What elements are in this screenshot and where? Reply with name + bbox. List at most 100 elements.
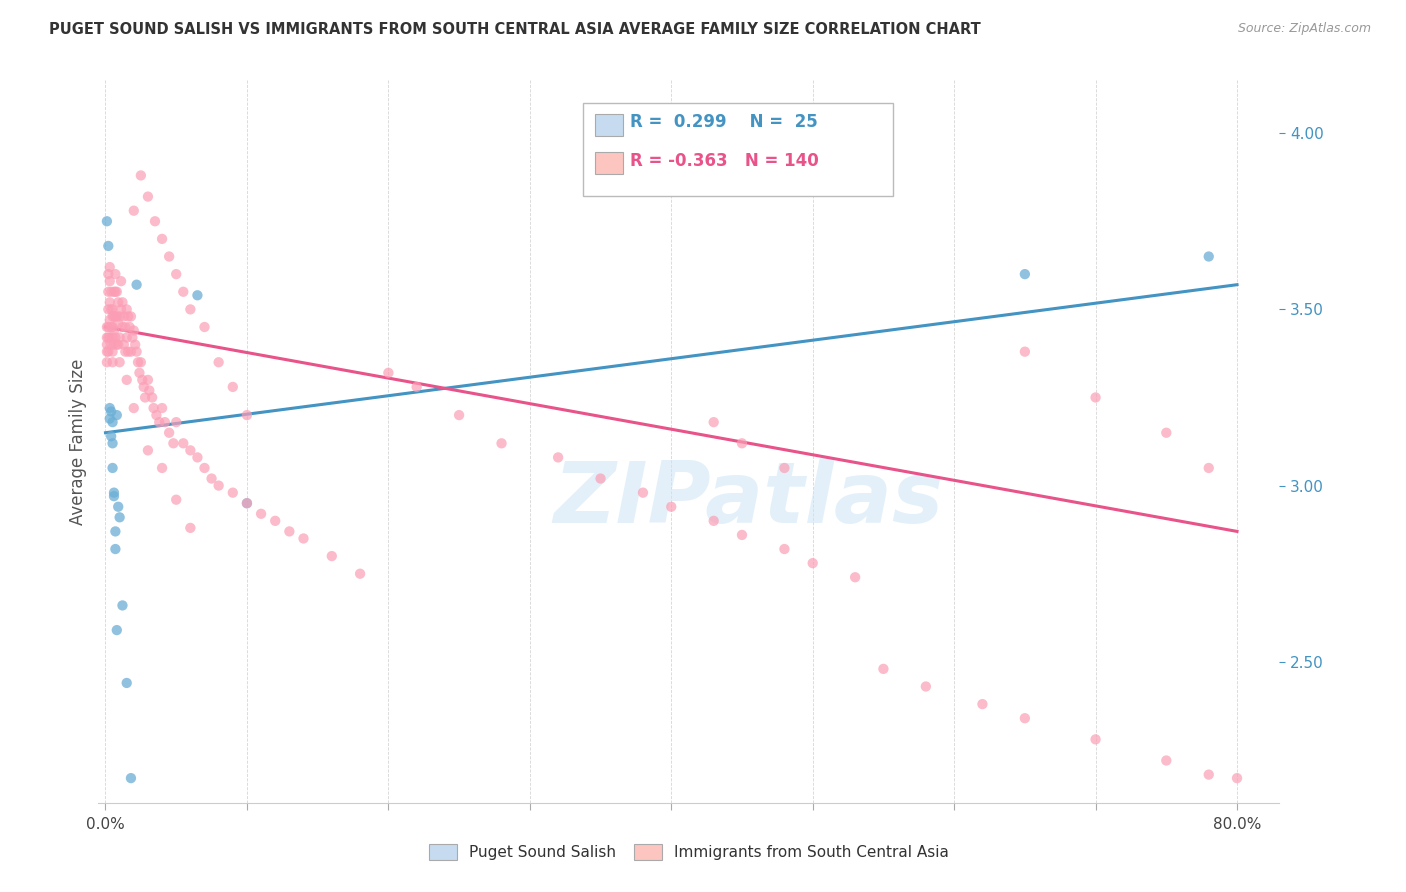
Point: [208, 478, 231, 492]
Point: [101, 415, 124, 429]
Point: [98, 330, 121, 344]
Point: [129, 169, 152, 183]
Point: [143, 214, 166, 228]
Point: [136, 443, 159, 458]
Point: [179, 521, 201, 535]
Point: [97, 239, 120, 253]
Point: [98, 411, 121, 425]
Point: [107, 500, 129, 514]
Point: [122, 203, 145, 218]
Point: [111, 599, 134, 613]
Point: [193, 461, 215, 475]
Point: [915, 680, 938, 694]
Point: [124, 337, 146, 351]
Point: [97, 285, 120, 299]
Point: [1198, 250, 1220, 264]
Point: [108, 510, 131, 524]
Point: [96, 214, 118, 228]
Point: [111, 295, 134, 310]
Point: [547, 450, 569, 465]
Point: [129, 355, 152, 369]
Point: [105, 310, 128, 324]
Point: [103, 489, 125, 503]
Point: [731, 436, 754, 450]
Point: [222, 485, 245, 500]
Point: [100, 320, 122, 334]
Point: [128, 366, 150, 380]
Point: [97, 344, 120, 359]
Point: [98, 260, 121, 274]
Point: [136, 373, 159, 387]
Point: [104, 330, 127, 344]
Point: [200, 471, 222, 485]
Point: [122, 324, 145, 338]
Point: [589, 471, 612, 485]
Point: [148, 415, 170, 429]
Point: [659, 500, 682, 514]
Text: 80.0%: 80.0%: [1213, 817, 1261, 832]
Point: [165, 492, 187, 507]
Point: [103, 324, 125, 338]
Point: [1198, 461, 1220, 475]
Point: [222, 380, 245, 394]
Point: [731, 528, 754, 542]
Point: [405, 380, 427, 394]
Point: [1014, 711, 1036, 725]
Point: [108, 330, 131, 344]
Point: [104, 285, 127, 299]
Point: [1226, 771, 1249, 785]
Point: [150, 461, 173, 475]
Point: [108, 355, 131, 369]
Point: [107, 317, 129, 331]
Point: [117, 310, 139, 324]
Point: [349, 566, 371, 581]
Point: [377, 366, 399, 380]
Text: R =  0.299    N =  25: R = 0.299 N = 25: [630, 113, 818, 131]
Point: [100, 285, 122, 299]
Point: [236, 496, 259, 510]
Point: [115, 373, 138, 387]
Point: [801, 556, 824, 570]
Point: [125, 344, 148, 359]
Point: [96, 330, 118, 344]
Point: [103, 310, 125, 324]
Point: [107, 337, 129, 351]
Point: [98, 295, 121, 310]
Point: [264, 514, 287, 528]
Point: [138, 384, 160, 398]
Point: [127, 355, 149, 369]
Point: [104, 310, 127, 324]
Point: [96, 344, 118, 359]
Point: [150, 401, 173, 415]
Point: [134, 391, 156, 405]
Point: [193, 320, 215, 334]
Point: [1014, 267, 1036, 281]
Point: [236, 496, 259, 510]
Point: [98, 313, 121, 327]
Point: [104, 524, 127, 539]
Point: [236, 408, 259, 422]
Point: [101, 436, 124, 450]
Point: [121, 330, 143, 344]
Point: [1156, 754, 1178, 768]
Point: [98, 401, 121, 415]
Point: [114, 344, 136, 359]
Point: [250, 507, 273, 521]
Point: [1198, 767, 1220, 781]
Point: [103, 285, 125, 299]
Point: [703, 415, 725, 429]
Point: [112, 337, 135, 351]
Point: [115, 330, 138, 344]
Point: [101, 461, 124, 475]
Point: [186, 288, 208, 302]
Point: [186, 450, 208, 465]
Point: [115, 676, 138, 690]
Point: [115, 302, 138, 317]
Point: [105, 408, 128, 422]
Point: [120, 771, 142, 785]
Point: [179, 302, 201, 317]
Point: [100, 337, 122, 351]
Point: [96, 337, 118, 351]
Point: [141, 391, 163, 405]
Point: [105, 337, 128, 351]
